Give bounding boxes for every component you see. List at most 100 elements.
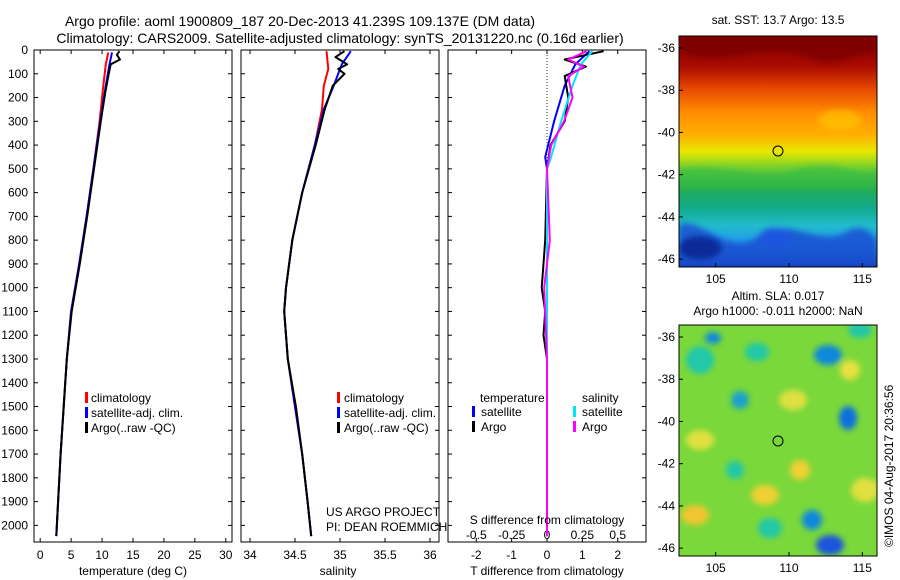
series-line-argo-raw-qc- [55,50,121,537]
series-line-t-satellite [544,50,591,537]
temperature-xlabel: temperature (deg C) [79,564,187,578]
map-lat-label: -46 [658,541,676,555]
x-tick-label: -2 [471,548,482,562]
depth-tick-label: 500 [8,162,28,176]
depth-tick-label: 1400 [1,376,28,390]
temperature-series [55,50,121,537]
depth-tick-label: 1600 [1,423,28,437]
depth-tick-label: 1000 [1,281,28,295]
map-lat-label: -40 [658,125,676,139]
series-line-argo-raw-qc- [283,50,349,537]
sdiff-tick-label: -0.5 [466,528,487,542]
depth-tick-label: 1500 [1,400,28,414]
difference-xlabel2: S difference from climatology [470,513,625,527]
depth-tick-label: 400 [8,138,28,152]
legend-label-argo: Argo(..raw -QC) [91,421,176,435]
legend-label-s-argo: Argo [582,420,608,434]
legend-swatch-s-argo [573,421,576,432]
salinity-series [283,50,352,537]
map-lon-label: 115 [853,272,872,286]
depth-tick-label: 800 [8,233,28,247]
argo-position-marker [772,145,784,157]
legend-label-t-argo: Argo [481,420,507,434]
sdiff-tick-label: -0.25 [498,528,526,542]
difference-legend: temperature salinity satellite Argo sate… [472,391,623,434]
depth-tick-label: 1700 [1,447,28,461]
map-lat-label: -36 [658,330,676,344]
salinity-legend: climatology satellite-adj. clim. Argo(..… [337,391,436,435]
x-tick-label: 36 [423,548,437,562]
salinity-panel [240,49,440,543]
legend-swatch-climatology [85,392,88,403]
sla-map-frame [678,324,878,557]
x-tick-label: 10 [95,548,109,562]
depth-tick-label: 200 [8,91,28,105]
legend-swatch-climatology [337,392,340,403]
sla-map-title1: Altim. SLA: 0.017 [732,289,825,303]
map-lon-label: 105 [706,272,726,286]
map-lat-label: -42 [658,457,676,471]
depth-tick-label: 900 [8,257,28,271]
legend-label-climatology: climatology [91,391,151,405]
map-lat-label: -42 [658,168,676,182]
map-lon-label: 110 [779,561,798,575]
sst-map [679,36,877,267]
series-line-s-argo [543,50,588,537]
legend-swatch-t-satellite [472,406,475,417]
title-line2: Climatology: CARS2009. Satellite-adjuste… [56,30,623,46]
legend-label-t-satellite: satellite [481,405,522,419]
legend-label-s-satellite: satellite [582,405,623,419]
x-tick-label: 34.5 [283,548,307,562]
depth-tick-label: 100 [8,67,28,81]
map-lon-label: 110 [779,272,798,286]
sst-map-frame [678,35,878,268]
salinity-difference-axis: -0.5 -0.25 0 0.25 0.5 [466,528,626,542]
difference-xlabel: T difference from climatology [470,564,624,578]
argo-position-marker [772,435,784,447]
legend-label-satellite: satellite-adj. clim. [91,406,183,420]
difference-series [540,50,604,537]
map-lon-label: 115 [853,561,872,575]
temperature-legend: climatology satellite-adj. clim. Argo(..… [85,391,183,435]
map-lat-label: -46 [658,252,676,266]
pi-annotation: PI: DEAN ROEMMICH [326,520,447,534]
depth-tick-label: 1200 [1,328,28,342]
project-annotation: US ARGO PROJECT [326,505,441,519]
depth-tick-label: 1100 [2,304,28,318]
depth-tick-label: 300 [8,114,28,128]
legend-swatch-argo [337,422,340,433]
temperature-panel [33,49,233,543]
depth-tick-label: 0 [21,43,28,57]
map-lat-label: -44 [658,499,676,513]
imos-footer: ©IMOS 04-Aug-2017 20:36:56 [882,384,896,547]
legend-title-salinity: salinity [582,391,619,405]
series-line-satellite-adj-clim- [283,50,352,537]
sdiff-tick-label: 0.25 [571,528,595,542]
x-tick-label: 25 [188,548,202,562]
depth-axis: 0 100 200 300 400 500 600 700 800 900 1000 1100 1200… [1,43,646,532]
sst-map-axes: -36 -38 -40 -42 -44 -46 105 110 115 [658,41,873,286]
map-lat-label: -38 [658,83,676,97]
depth-tick-label: 1800 [1,471,28,485]
sst-map-title: sat. SST: 13.7 Argo: 13.5 [712,13,845,27]
difference-x-axis: -2 -1 0 1 2 [471,50,621,562]
x-tick-label: 1 [579,548,586,562]
x-tick-label: 34 [243,548,257,562]
sla-map-title2: Argo h1000: -0.011 h2000: NaN [693,304,862,318]
depth-tick-label: 700 [8,209,28,223]
map-lon-label: 105 [706,561,726,575]
depth-tick-label: 1300 [1,352,28,366]
legend-label-climatology: climatology [344,391,404,405]
x-tick-label: 5 [68,548,75,562]
map-lat-label: -44 [658,210,676,224]
x-tick-label: -1 [506,548,517,562]
x-tick-label: 0 [37,548,44,562]
sla-map-axes: -36 -38 -40 -42 -44 -46 105 110 115 [658,330,873,575]
sla-features [681,325,877,555]
legend-swatch-argo [85,422,88,433]
legend-label-argo: Argo(..raw -QC) [344,421,429,435]
title-line1: Argo profile: aoml 1900809_187 20-Dec-20… [65,13,535,29]
x-tick-label: 20 [157,548,171,562]
x-tick-label: 15 [126,548,140,562]
